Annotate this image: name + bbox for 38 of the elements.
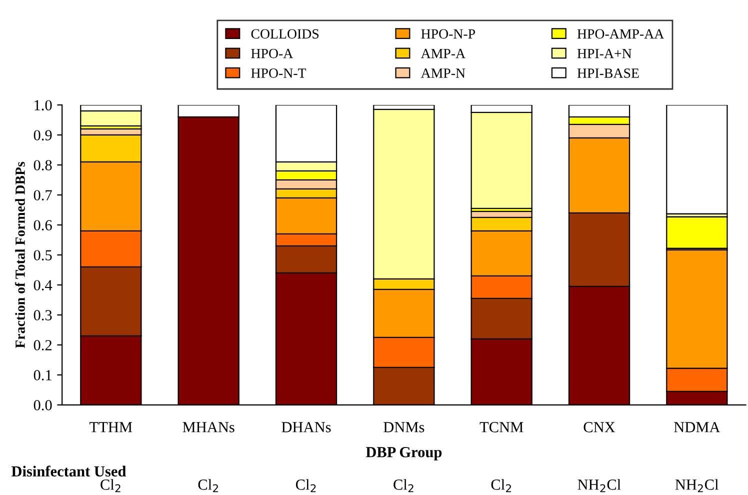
y-tick-label: 0.4 <box>34 280 52 290</box>
y-tick-label: 0.2 <box>34 340 52 350</box>
y-tick-label: 1.0 <box>34 100 52 110</box>
legend-label: AMP-A <box>420 48 466 58</box>
y-tick-label: 0.3 <box>34 310 52 320</box>
legend-label: HPO-A <box>251 48 294 58</box>
text: Cl$_{2}$ <box>100 479 120 492</box>
legend-label: HPO-AMP-AA <box>577 29 664 39</box>
x-tick-label: TCNM <box>480 422 524 432</box>
text: Disinfectant Used <box>11 466 126 477</box>
x-tick-label: NDMA <box>674 422 720 432</box>
y-tick-label: 0.6 <box>34 220 52 230</box>
text: Cl$_{2}$ <box>198 479 218 492</box>
legend-label: COLLOIDS <box>251 29 319 39</box>
y-tick-label: 0.1 <box>34 370 52 380</box>
y-tick-label: 0.7 <box>34 190 52 200</box>
bar <box>666 104 728 214</box>
x-tick-label: CNX <box>584 422 616 432</box>
legend-label: HPO-N-T <box>251 68 306 78</box>
text: NH$_{2}$Cl <box>675 479 718 492</box>
x-axis-title: DBP Group <box>366 447 442 460</box>
text: Cl$_{2}$ <box>296 479 316 492</box>
y-tick-label: 0.8 <box>34 160 52 170</box>
y-axis-title: Fraction of Total Formed DBPs <box>14 162 25 348</box>
text: Cl$_{2}$ <box>394 479 414 492</box>
y-tick-label: 0.9 <box>34 130 52 140</box>
legend-label: AMP-N <box>420 68 466 78</box>
text: NH$_{2}$Cl <box>578 479 621 492</box>
y-tick-label: 0.5 <box>34 250 52 260</box>
x-tick-label: MHANs <box>182 422 234 432</box>
text: Cl$_{2}$ <box>491 479 511 492</box>
x-tick-label: DNMs <box>384 422 424 432</box>
legend-label: HPI-A+N <box>577 48 632 58</box>
legend-label: HPO-N-P <box>421 29 476 39</box>
x-tick-label: TTHM <box>90 422 132 432</box>
x-tick-label: DHANs <box>282 422 331 432</box>
y-tick-label: 0.0 <box>34 400 52 410</box>
legend-label: HPI-BASE <box>577 68 639 78</box>
